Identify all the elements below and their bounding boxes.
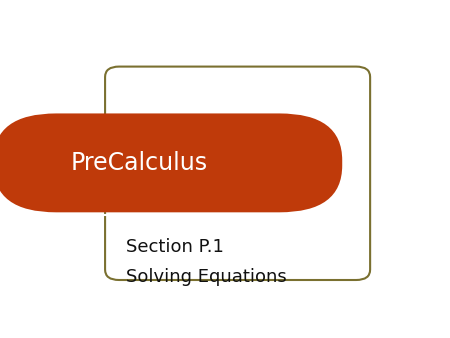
FancyBboxPatch shape <box>105 67 370 280</box>
Text: Section P.1: Section P.1 <box>126 238 224 256</box>
Text: PreCalculus: PreCalculus <box>70 151 207 175</box>
Text: Solving Equations: Solving Equations <box>126 268 287 286</box>
FancyBboxPatch shape <box>0 114 342 212</box>
